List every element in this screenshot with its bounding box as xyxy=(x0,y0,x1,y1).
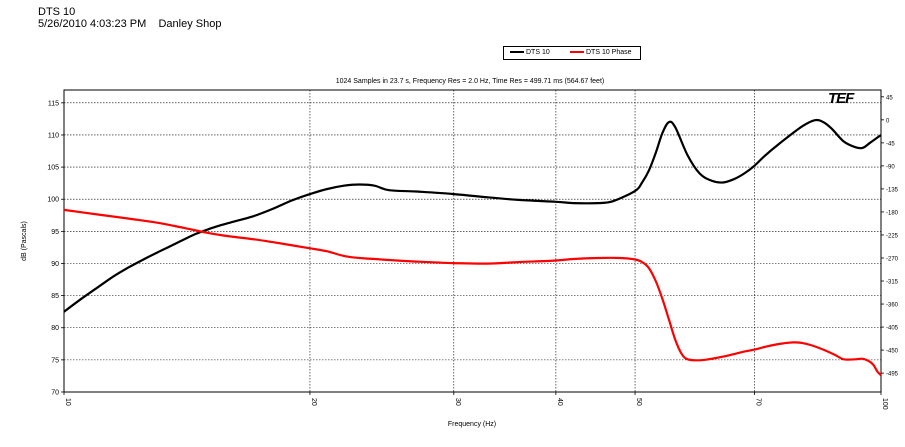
plot-frame xyxy=(63,89,882,393)
report-title: DTS 10 xyxy=(38,6,76,18)
y-axis-ticks: 70 75 80 85 90 95 100 105 110 115 xyxy=(47,100,64,397)
series-line-magnitude xyxy=(63,118,882,313)
x-tick-label: 10 xyxy=(64,398,71,406)
y2-tick-label: -495 xyxy=(886,372,899,378)
legend-swatch-phase xyxy=(570,51,584,54)
x-tick-label: 100 xyxy=(881,398,888,410)
y-axis-label: dB (Pascals) xyxy=(21,221,28,261)
chart-legend: DTS 10 DTS 10 Phase xyxy=(503,46,641,60)
x-tick-label: 40 xyxy=(556,398,563,406)
legend-swatch-magnitude xyxy=(510,51,524,54)
legend-label-magnitude: DTS 10 xyxy=(526,49,550,56)
report-subtitle: 5/26/2010 4:03:23 PM Danley Shop xyxy=(38,18,222,30)
y-tick-label: 75 xyxy=(51,357,59,364)
y-tick-label: 105 xyxy=(47,165,59,172)
x-tick-label: 70 xyxy=(754,398,761,406)
y-tick-label: 90 xyxy=(51,261,59,268)
y2-tick-label: 45 xyxy=(886,95,893,101)
tef-logo: TEF xyxy=(828,90,854,107)
chart-grid xyxy=(64,90,881,392)
y2-tick-label: -225 xyxy=(886,233,899,239)
y2-tick-label: -90 xyxy=(886,164,895,170)
x-tick-label: 20 xyxy=(310,398,317,406)
y2-tick-label: 0 xyxy=(886,118,890,124)
chart-title: 1024 Samples in 23.7 s, Frequency Res = … xyxy=(336,78,604,85)
y2-tick-label: -270 xyxy=(886,256,899,262)
y2-tick-label: -450 xyxy=(886,349,899,355)
legend-item-phase: DTS 10 Phase xyxy=(570,49,632,56)
x-axis-ticks: 10 20 30 40 50 70 100 xyxy=(63,392,888,410)
y2-axis-ticks: 45 0 -45 -90 -135 -180 -225 -270 -315 -360 -405 -45… xyxy=(881,95,899,378)
legend-label-phase: DTS 10 Phase xyxy=(586,49,632,56)
y2-tick-label: -405 xyxy=(886,326,899,332)
y2-tick-label: -135 xyxy=(886,187,899,193)
y-tick-label: 70 xyxy=(51,390,59,397)
y2-tick-label: -360 xyxy=(886,303,899,309)
y2-tick-label: -45 xyxy=(886,141,895,147)
y2-tick-label: -315 xyxy=(886,280,899,286)
y-tick-label: 100 xyxy=(47,197,59,204)
y-tick-label: 110 xyxy=(48,132,59,139)
legend-item-magnitude: DTS 10 xyxy=(510,49,550,56)
y-tick-label: 115 xyxy=(48,100,59,107)
x-tick-label: 30 xyxy=(454,398,461,406)
y-tick-label: 80 xyxy=(51,325,59,332)
y-tick-label: 95 xyxy=(51,229,59,236)
x-axis-label: Frequency (Hz) xyxy=(448,421,496,428)
x-tick-label: 50 xyxy=(635,398,642,406)
y-tick-label: 85 xyxy=(51,293,59,300)
series-line-phase xyxy=(63,208,882,376)
chart-series xyxy=(63,118,882,376)
y2-tick-label: -180 xyxy=(886,210,899,216)
